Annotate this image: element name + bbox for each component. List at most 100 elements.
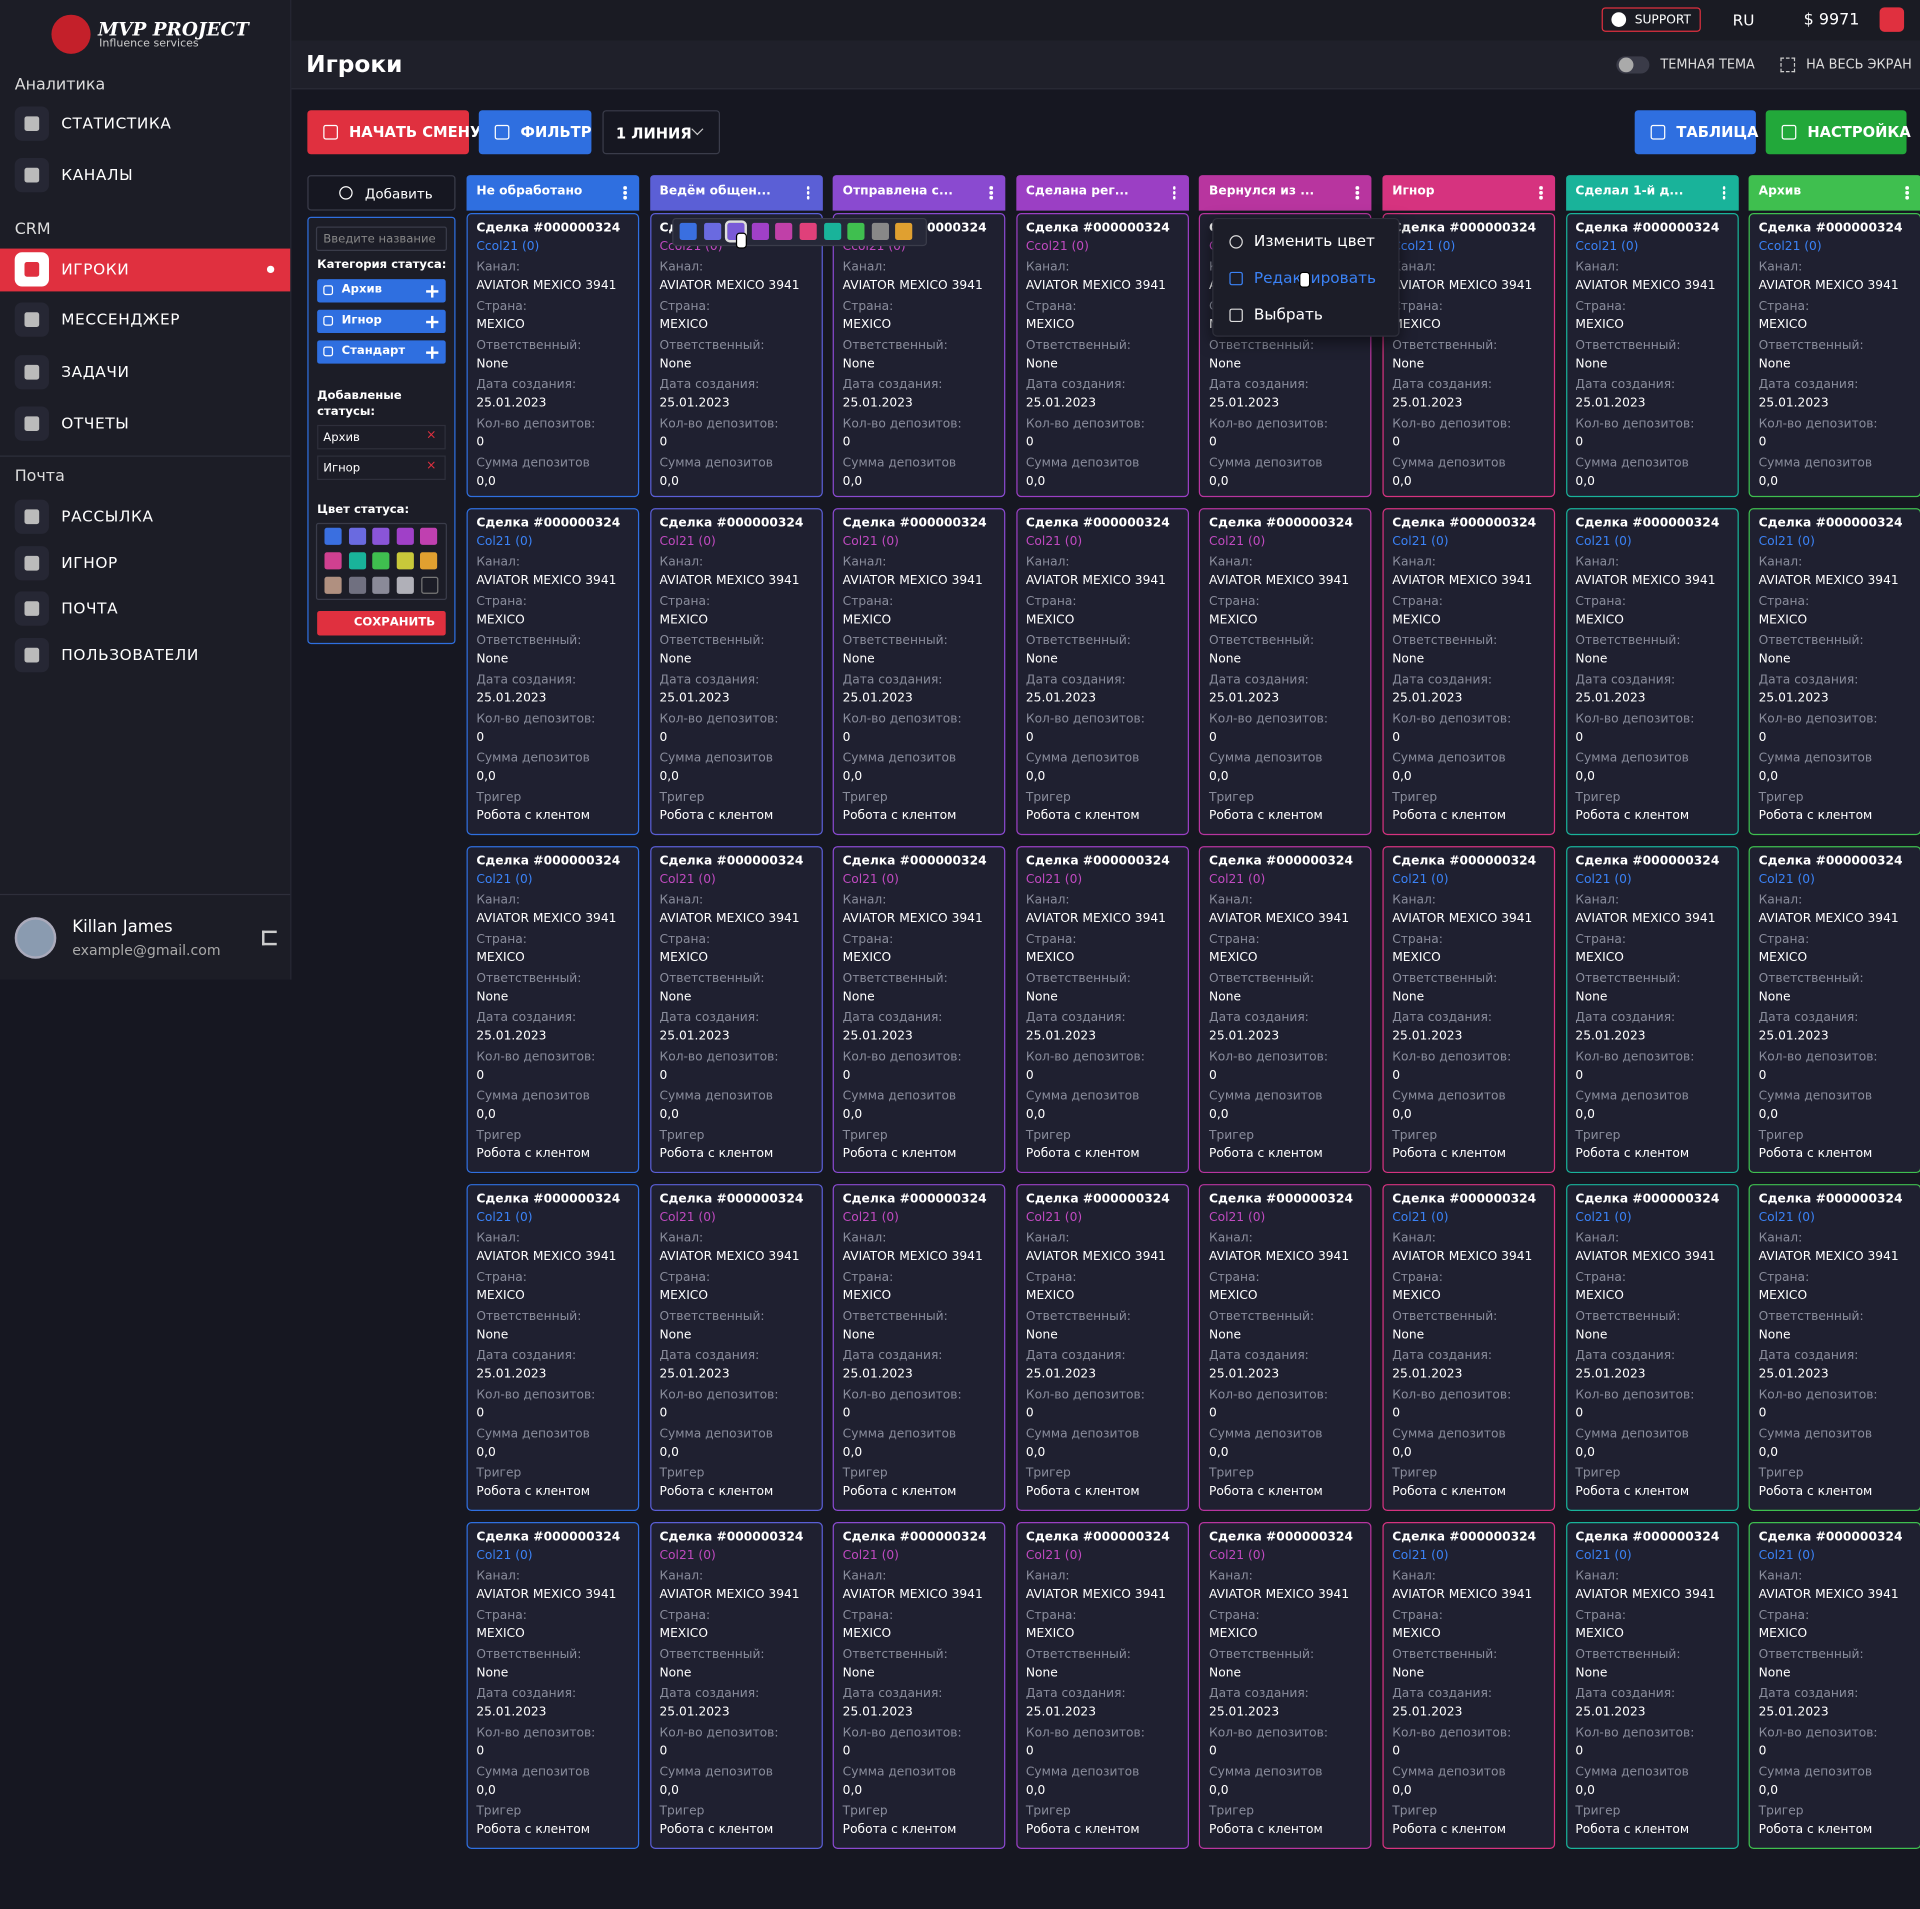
column-header[interactable]: Ведём общен... bbox=[649, 175, 823, 211]
color-swatch[interactable] bbox=[348, 527, 366, 545]
card[interactable]: Сделка #000000324 Col21 (0) Канал: AVIATOR … bbox=[1565, 1522, 1739, 1849]
nav-item[interactable]: РАССЫЛКА bbox=[61, 506, 154, 526]
column-header[interactable]: Не обработано bbox=[466, 175, 640, 211]
input[interactable]: Введите название bbox=[315, 226, 447, 252]
card[interactable]: Сделка #000000324 Col21 (0) Канал: AVIATOR … bbox=[1199, 846, 1372, 1174]
card[interactable]: Сделка #000000324 Col21 (0) Канал: AVIATOR … bbox=[1199, 508, 1372, 836]
color-swatch[interactable] bbox=[348, 552, 366, 570]
card[interactable]: Сделка #000000324 Col21 (0) Канал: AVIATOR … bbox=[1016, 846, 1189, 1174]
card[interactable]: Сделка #000000324 Col21 (0) Канал: AVIATOR … bbox=[1748, 508, 1920, 836]
card[interactable]: Сделка #000000324 Col21 (0) Канал: AVIATOR … bbox=[832, 846, 1006, 1174]
support-button[interactable]: SUPPORT bbox=[1601, 7, 1701, 32]
add-button[interactable]: Добавить bbox=[307, 175, 456, 211]
column-header[interactable]: Вернулся из ... bbox=[1199, 175, 1372, 211]
card[interactable]: Сделка #000000324 Col21 (0) Канал: AVIATOR … bbox=[649, 846, 823, 1174]
color-swatch[interactable] bbox=[324, 576, 342, 594]
palette-swatch[interactable] bbox=[751, 222, 769, 240]
palette-swatch[interactable] bbox=[799, 222, 817, 240]
menu-item[interactable]: Редактировать bbox=[1253, 268, 1377, 287]
card[interactable]: Сделка #000000324 Col21 (0) Канал: AVIATOR … bbox=[832, 508, 1006, 836]
card[interactable]: Сделка #000000324 Col21 (0) Канал: AVIATOR … bbox=[1748, 846, 1920, 1174]
button[interactable]: НАЧАТЬ СМЕНУ bbox=[307, 110, 481, 155]
card[interactable]: Сделка #000000324 Col21 (0) Канал: AVIATOR … bbox=[466, 1522, 640, 1849]
nav-item[interactable]: ЗАДАЧИ bbox=[61, 362, 130, 381]
card[interactable]: Сделка #000000324 Col21 (0) Канал: AVIATOR … bbox=[1199, 1184, 1372, 1512]
card[interactable]: Сделка #000000324 Col21 (0) Канал: AVIATOR … bbox=[649, 508, 823, 836]
card[interactable]: Сделка #000000324 Col21 (0) Канал: AVIATOR … bbox=[649, 1522, 823, 1849]
card[interactable]: Сделка #000000324 Col21 (0) Канал: AVIATOR … bbox=[1748, 1522, 1920, 1849]
palette-swatch[interactable] bbox=[823, 222, 841, 240]
category-chip[interactable]: Архив bbox=[317, 279, 446, 303]
fullscreen-label[interactable]: НА ВЕСЬ ЭКРАН bbox=[1806, 57, 1912, 73]
card[interactable]: Сделка #000000324 Col21 (0) Канал: AVIATOR … bbox=[1016, 1522, 1189, 1849]
card[interactable]: Сделка #000000324 Col21 (0) Канал: AVIATOR … bbox=[466, 508, 640, 836]
color-swatch[interactable] bbox=[372, 552, 390, 570]
nav-item[interactable]: ИГНОР bbox=[61, 553, 118, 572]
card[interactable]: Сделка #000000324 Col21 (0) Канал: AVIATOR … bbox=[1565, 846, 1739, 1174]
color-swatch[interactable] bbox=[324, 552, 342, 570]
nav-item[interactable]: СТАТИСТИКА bbox=[61, 113, 172, 133]
color-swatch[interactable] bbox=[372, 527, 390, 545]
nav-item[interactable]: КАНАЛЫ bbox=[61, 165, 134, 184]
color-swatch[interactable] bbox=[372, 576, 390, 594]
save-button[interactable]: СОХРАНИТЬ bbox=[317, 611, 446, 636]
palette-swatch[interactable] bbox=[703, 222, 721, 240]
field-label: Тригер bbox=[476, 1466, 522, 1481]
color-swatch[interactable] bbox=[348, 576, 366, 594]
card[interactable]: Сделка #000000324 Col21 (0) Канал: AVIATOR … bbox=[832, 1522, 1006, 1849]
menu-item[interactable]: Изменить цвет bbox=[1253, 231, 1375, 250]
column-header[interactable]: Сделал 1-й д... bbox=[1565, 175, 1739, 211]
card[interactable]: Сделка #000000324 Col21 (0) Канал: AVIATOR … bbox=[1016, 1184, 1189, 1512]
card[interactable]: Сделка #000000324 Col21 (0) Канал: AVIATOR … bbox=[1748, 1184, 1920, 1512]
palette-swatch[interactable] bbox=[871, 222, 889, 240]
nav-item[interactable]: ИГРОКИ bbox=[61, 259, 130, 278]
card[interactable]: Сделка #000000324 Col21 (0) Канал: AVIATOR … bbox=[466, 846, 640, 1174]
nav-item[interactable]: ПОЧТА bbox=[61, 598, 119, 618]
card[interactable]: Сделка #000000324 Col21 (0) Канал: AVIATOR … bbox=[1382, 1522, 1556, 1849]
nav-item[interactable]: МЕССЕНДЖЕР bbox=[61, 309, 181, 329]
palette-swatch[interactable] bbox=[679, 222, 697, 240]
color-swatch[interactable] bbox=[420, 527, 438, 545]
card[interactable]: Сделка #000000324 Col21 (0) Канал: AVIATOR … bbox=[649, 1184, 823, 1512]
field-label: Канал: bbox=[659, 1569, 704, 1584]
column-header[interactable]: Сделана рег... bbox=[1016, 175, 1189, 211]
card[interactable]: Сделка #000000324 Col21 (0) Канал: AVIATOR … bbox=[466, 1184, 640, 1512]
card[interactable]: Сделка #000000324 Col21 (0) Канал: AVIATOR … bbox=[1565, 1184, 1739, 1512]
card[interactable]: Сделка #000000324 Col21 (0) Канал: AVIATOR … bbox=[1382, 508, 1556, 836]
color-swatch[interactable] bbox=[396, 552, 414, 570]
card[interactable]: Сделка #000000324 Col21 (0) Канал: AVIATOR … bbox=[1199, 1522, 1372, 1849]
color-swatch[interactable] bbox=[396, 576, 414, 594]
color-swatch[interactable] bbox=[420, 552, 438, 570]
theme-label[interactable]: ТЕМНАЯ ТЕМА bbox=[1660, 57, 1755, 73]
color-swatch[interactable] bbox=[324, 527, 342, 545]
card[interactable]: Сделка #000000324 Col21 (0) Канал: AVIATOR … bbox=[832, 1184, 1006, 1512]
column-header[interactable]: Архив bbox=[1748, 175, 1920, 211]
card[interactable]: Сделка #000000324 Col21 (0) Канал: AVIATOR … bbox=[1565, 508, 1739, 836]
button[interactable]: НАСТРОЙКА bbox=[1765, 110, 1911, 155]
card[interactable]: Сделка #000000324 Col21 (0) Канал: AVIATOR … bbox=[1382, 1184, 1556, 1512]
palette-swatch[interactable] bbox=[775, 222, 793, 240]
button[interactable]: ФИЛЬТР bbox=[478, 110, 591, 155]
nav-item[interactable]: ОТЧЕТЫ bbox=[61, 413, 130, 433]
language[interactable]: RU bbox=[1732, 11, 1755, 30]
card[interactable]: Сделка #000000324 Col21 (0) Канал: AVIATOR … bbox=[1382, 846, 1556, 1174]
color-swatch[interactable] bbox=[396, 527, 414, 545]
button[interactable]: 1 ЛИНИЯ bbox=[602, 110, 720, 155]
menu-item[interactable]: Выбрать bbox=[1253, 304, 1323, 324]
nav-item[interactable]: ПОЛЬЗОВАТЕЛИ bbox=[61, 645, 199, 664]
category-chip[interactable]: Игнор bbox=[317, 309, 446, 334]
palette-swatch[interactable] bbox=[895, 222, 913, 240]
category-chip[interactable]: Стандарт bbox=[317, 340, 446, 364]
palette-swatch[interactable] bbox=[847, 222, 865, 240]
button[interactable]: ТАБЛИЦА bbox=[1634, 110, 1758, 155]
column-header[interactable]: Отправлена с... bbox=[832, 175, 1006, 211]
card[interactable]: Сделка #000000324 Col21 (0) Канал: AVIATOR … bbox=[1016, 508, 1189, 836]
column-header[interactable]: Игнор bbox=[1382, 175, 1556, 211]
